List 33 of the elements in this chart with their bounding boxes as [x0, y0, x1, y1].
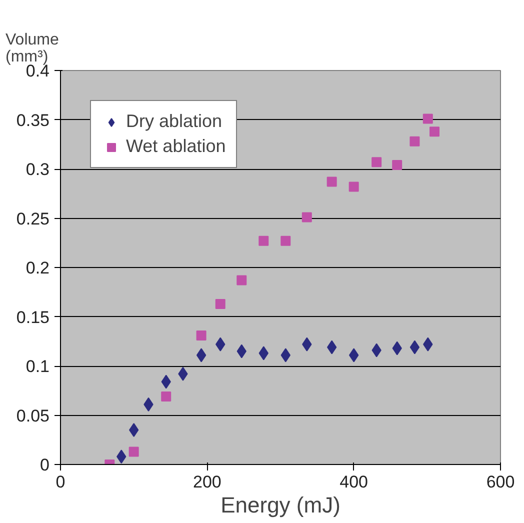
- y-tick-label: 0.15: [16, 308, 50, 327]
- point: [430, 126, 440, 137]
- point: [196, 348, 206, 362]
- legend-label: Dry ablation: [126, 111, 222, 132]
- y-tick-label: 0.2: [26, 258, 50, 278]
- y-tick-label: 0.1: [26, 357, 50, 376]
- point: [280, 236, 291, 246]
- y-tick-label: 0: [40, 456, 50, 474]
- point: [161, 392, 172, 402]
- point: [236, 275, 247, 286]
- y-axis-title: Volume (mm³): [6, 32, 59, 66]
- point: [410, 340, 420, 354]
- point: [128, 446, 139, 457]
- x-axis-title: Energy (mJ): [220, 492, 340, 518]
- point: [348, 182, 359, 192]
- point: [422, 114, 433, 124]
- point: [215, 298, 226, 309]
- point: [258, 236, 269, 246]
- point: [326, 176, 337, 187]
- x-tick-label: 400: [340, 472, 368, 492]
- point: [392, 160, 402, 170]
- x-tick-label: 600: [486, 472, 515, 492]
- point: [410, 136, 420, 146]
- y-tick-label: 0.35: [16, 110, 50, 130]
- point: [302, 212, 312, 222]
- x-tick-label: 0: [56, 472, 66, 492]
- point: [196, 330, 206, 340]
- x-tick-label: 200: [192, 472, 222, 492]
- y-tick-label: 0.3: [26, 160, 50, 179]
- y-tick-label: 0.25: [16, 209, 50, 228]
- y-tick-label: 0.05: [16, 406, 50, 426]
- point: [372, 157, 382, 168]
- legend-label: Wet ablation: [126, 136, 226, 157]
